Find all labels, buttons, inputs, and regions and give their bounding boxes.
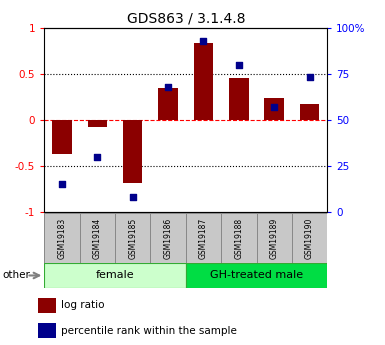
Bar	[256, 213, 292, 264]
Bar	[123, 120, 142, 183]
Bar	[52, 120, 72, 154]
Bar	[194, 43, 213, 120]
Bar	[221, 213, 256, 264]
Text: GSM19183: GSM19183	[57, 218, 67, 259]
Bar	[115, 213, 151, 264]
Title: GDS863 / 3.1.4.8: GDS863 / 3.1.4.8	[127, 11, 245, 25]
Bar	[264, 98, 284, 120]
Text: percentile rank within the sample: percentile rank within the sample	[61, 326, 237, 336]
Text: GSM19187: GSM19187	[199, 218, 208, 259]
Bar	[38, 323, 56, 338]
Point	[165, 84, 171, 89]
Point	[236, 62, 242, 67]
Text: GSM19189: GSM19189	[270, 218, 279, 259]
Text: female: female	[96, 270, 134, 280]
Bar	[80, 213, 115, 264]
Bar	[44, 213, 80, 264]
Point	[130, 195, 136, 200]
Text: other: other	[2, 270, 30, 280]
Bar	[151, 213, 186, 264]
Bar	[88, 120, 107, 127]
Bar	[292, 213, 327, 264]
Text: log ratio: log ratio	[61, 300, 105, 310]
Text: GH-treated male: GH-treated male	[210, 270, 303, 280]
Bar	[158, 88, 178, 120]
Point	[200, 38, 206, 43]
Text: GSM19185: GSM19185	[128, 218, 137, 259]
Bar	[38, 297, 56, 313]
Text: GSM19184: GSM19184	[93, 218, 102, 259]
Point	[271, 104, 277, 110]
Bar	[186, 213, 221, 264]
Bar	[300, 104, 319, 120]
Bar	[229, 78, 249, 120]
Bar	[44, 263, 186, 288]
Text: GSM19190: GSM19190	[305, 218, 314, 259]
Point	[94, 154, 100, 159]
Text: GSM19188: GSM19188	[234, 218, 243, 259]
Point	[306, 75, 313, 80]
Point	[59, 182, 65, 187]
Bar	[186, 263, 327, 288]
Text: GSM19186: GSM19186	[164, 218, 172, 259]
